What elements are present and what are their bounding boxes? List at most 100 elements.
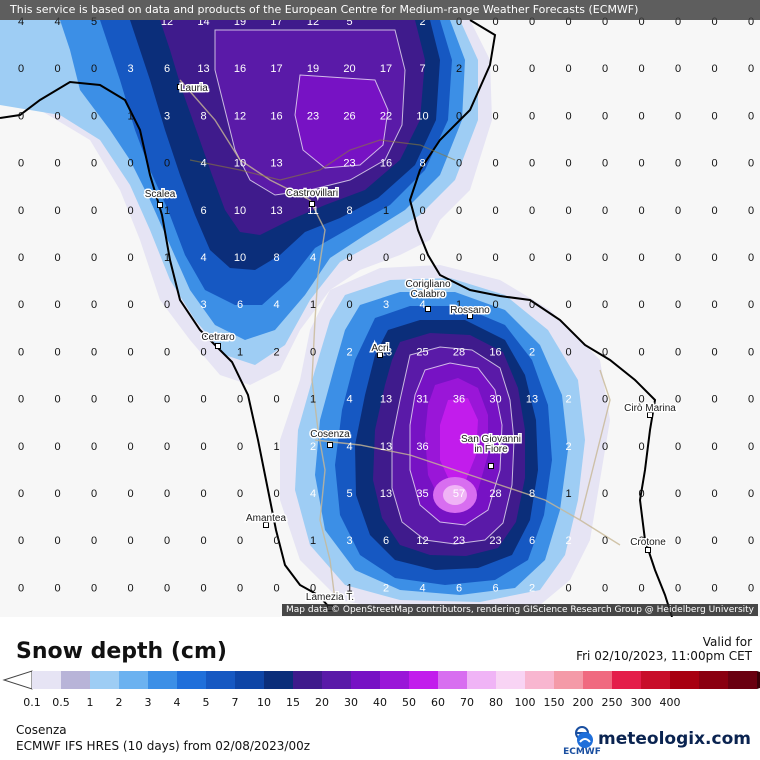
grid-value: 0 xyxy=(748,535,754,547)
scale-tick-label: 0.1 xyxy=(23,696,41,709)
grid-value: 0 xyxy=(456,110,462,122)
grid-value: 0 xyxy=(748,394,754,406)
grid-value: 0 xyxy=(748,63,754,75)
grid-value: 6 xyxy=(492,582,498,594)
grid-value: 28 xyxy=(453,346,465,358)
grid-value: 0 xyxy=(164,535,170,547)
grid-value: 13 xyxy=(380,441,392,453)
grid-value: 1 xyxy=(456,299,462,311)
grid-value: 0 xyxy=(711,299,717,311)
grid-value: 16 xyxy=(234,63,246,75)
grid-value: 10 xyxy=(416,110,428,122)
scale-segment xyxy=(90,671,119,689)
meteologix-logo-text[interactable]: meteologix.com xyxy=(598,729,751,749)
grid-value: 0 xyxy=(237,535,243,547)
grid-value: 1 xyxy=(237,346,243,358)
grid-value: 17 xyxy=(270,63,282,75)
grid-value: 0 xyxy=(602,299,608,311)
grid-value: 16 xyxy=(380,158,392,170)
grid-value: 4 xyxy=(54,16,60,28)
city-label: Crotone xyxy=(630,537,666,548)
grid-value: 8 xyxy=(419,158,425,170)
scale-tick-label: 0.5 xyxy=(52,696,70,709)
grid-value: 12 xyxy=(416,535,428,547)
grid-value: 0 xyxy=(675,394,681,406)
grid-value: 0 xyxy=(54,535,60,547)
scale-segment xyxy=(583,671,612,689)
grid-value: 0 xyxy=(602,346,608,358)
grid-value: 4 xyxy=(273,299,279,311)
grid-value: 0 xyxy=(127,299,133,311)
grid-value: 4 xyxy=(419,582,425,594)
grid-value: 0 xyxy=(529,16,535,28)
grid-value: 2 xyxy=(346,346,352,358)
grid-value: 2 xyxy=(419,16,425,28)
grid-value: 0 xyxy=(200,394,206,406)
grid-value: 2 xyxy=(529,582,535,594)
grid-value: 0 xyxy=(638,346,644,358)
grid-value: 0 xyxy=(638,205,644,217)
grid-value: 0 xyxy=(602,441,608,453)
scale-segment xyxy=(525,671,554,689)
grid-value: 26 xyxy=(343,110,355,122)
grid-value: 0 xyxy=(492,110,498,122)
grid-value: 0 xyxy=(565,110,571,122)
grid-value: 0 xyxy=(273,582,279,594)
grid-value: 0 xyxy=(602,16,608,28)
scale-segment xyxy=(32,671,61,689)
grid-value: 6 xyxy=(456,582,462,594)
grid-value: 0 xyxy=(675,488,681,500)
scale-tick-label: 2 xyxy=(115,696,123,709)
scale-tick-label: 80 xyxy=(489,696,503,709)
grid-value: 0 xyxy=(18,582,24,594)
grid-value: 0 xyxy=(748,488,754,500)
city-marker xyxy=(263,522,269,528)
grid-value: 23 xyxy=(307,110,319,122)
grid-value: 0 xyxy=(565,346,571,358)
grid-value: 10 xyxy=(234,158,246,170)
grid-value: 0 xyxy=(565,299,571,311)
scale-tick-label: 7 xyxy=(231,696,239,709)
grid-value: 5 xyxy=(346,488,352,500)
grid-value: 0 xyxy=(565,63,571,75)
grid-value: 0 xyxy=(200,582,206,594)
grid-value: 0 xyxy=(675,582,681,594)
grid-value: 0 xyxy=(54,488,60,500)
grid-value: 0 xyxy=(675,16,681,28)
scale-tick-label: 3 xyxy=(144,696,152,709)
scale-segment xyxy=(438,671,467,689)
grid-value: 22 xyxy=(380,110,392,122)
snow-depth-map[interactable]: 4 4 5 12 14 19 17 12 5 2 0 0 0 0 0 0 0 0 0 0 0 0 3 6 13 16 17 19 20 1… xyxy=(0,0,760,617)
map-credits[interactable]: Map data © OpenStreetMap contributors, r… xyxy=(282,604,758,616)
grid-value: 16 xyxy=(270,110,282,122)
scale-tick-label: 50 xyxy=(402,696,416,709)
grid-value: 0 xyxy=(529,110,535,122)
grid-value: 0 xyxy=(565,158,571,170)
city-marker xyxy=(467,313,473,319)
grid-value: 4 xyxy=(310,488,316,500)
grid-value: 0 xyxy=(127,252,133,264)
coastline xyxy=(0,19,673,617)
grid-value: 1 xyxy=(164,252,170,264)
grid-value: 0 xyxy=(91,535,97,547)
grid-value: 0 xyxy=(456,16,462,28)
scale-segment xyxy=(670,671,699,689)
grid-value: 6 xyxy=(237,299,243,311)
scale-tick-label: 5 xyxy=(202,696,210,709)
ecmwf-logo-text: ECMWF xyxy=(563,747,601,757)
grid-value: 0 xyxy=(602,582,608,594)
grid-value: 0 xyxy=(200,346,206,358)
grid-value: 25 xyxy=(416,346,428,358)
grid-value: 0 xyxy=(638,63,644,75)
grid-value: 0 xyxy=(164,488,170,500)
scale-tick-label: 1 xyxy=(86,696,94,709)
city-marker xyxy=(377,352,383,358)
grid-value: 0 xyxy=(565,16,571,28)
grid-value: 0 xyxy=(711,346,717,358)
grid-value: 0 xyxy=(419,252,425,264)
grid-value: 0 xyxy=(492,158,498,170)
grid-value: 0 xyxy=(127,346,133,358)
scale-tick-label: 20 xyxy=(315,696,329,709)
city-label: Corigliano Calabro xyxy=(405,279,450,300)
city-marker xyxy=(425,306,431,312)
